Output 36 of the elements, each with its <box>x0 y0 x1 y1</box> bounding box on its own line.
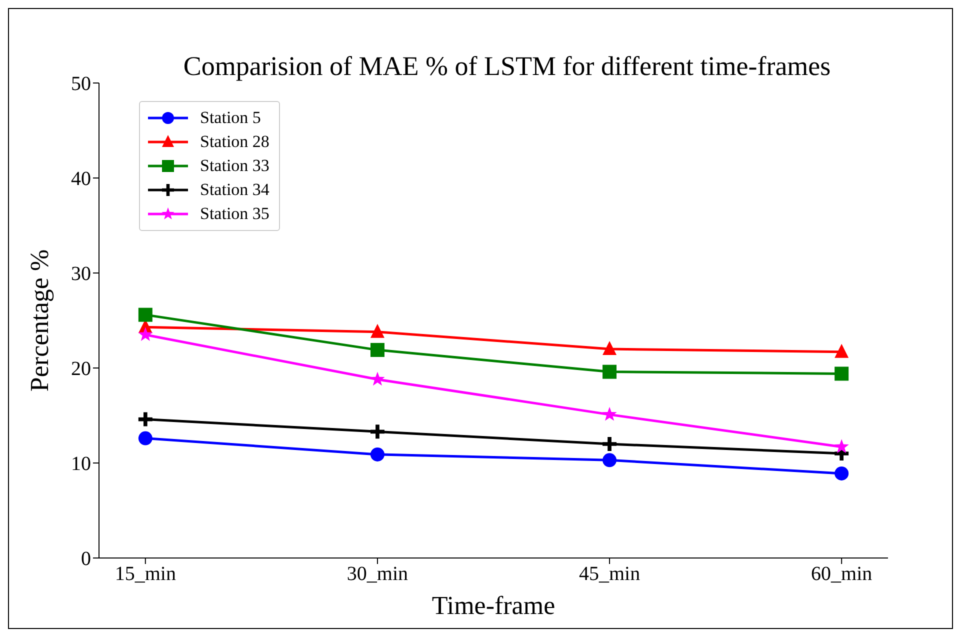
legend-label: Station 35 <box>200 204 270 224</box>
point <box>370 447 384 462</box>
point <box>370 324 384 338</box>
point <box>602 364 617 379</box>
point <box>834 439 849 454</box>
point <box>602 437 617 451</box>
x-tick-label: 60_min <box>811 563 872 586</box>
legend-label: Station 5 <box>200 108 261 128</box>
point <box>602 341 617 355</box>
point <box>834 466 849 480</box>
y-tick-label: 30 <box>71 263 91 286</box>
x-axis-title: Time-frame <box>432 591 556 620</box>
point <box>370 372 385 386</box>
point <box>138 327 153 341</box>
y-tick-label: 20 <box>71 358 91 380</box>
y-tick-label: 40 <box>71 168 91 190</box>
point <box>602 453 617 468</box>
chart-title: Comparision of MAE % of LSTM for different time-frames <box>182 51 832 82</box>
legend-label: Station 33 <box>200 156 270 176</box>
point <box>370 342 384 357</box>
point <box>602 406 617 421</box>
y-tick-label: 10 <box>71 453 91 476</box>
point <box>138 412 152 426</box>
y-axis-title: Percentage % <box>25 249 54 392</box>
legend-label: Station 28 <box>200 132 270 152</box>
x-tick-label: 15_min <box>114 563 176 586</box>
point <box>138 308 152 322</box>
point <box>370 424 384 439</box>
y-tick-label: 50 <box>71 73 91 96</box>
point <box>834 366 849 381</box>
x-tick-label: 45_min <box>578 563 640 586</box>
point <box>138 431 152 446</box>
point <box>834 344 849 358</box>
y-tick-label: 0 <box>81 548 91 570</box>
legend-label: Station 34 <box>200 180 270 200</box>
x-tick-label: 30_min <box>346 563 408 586</box>
